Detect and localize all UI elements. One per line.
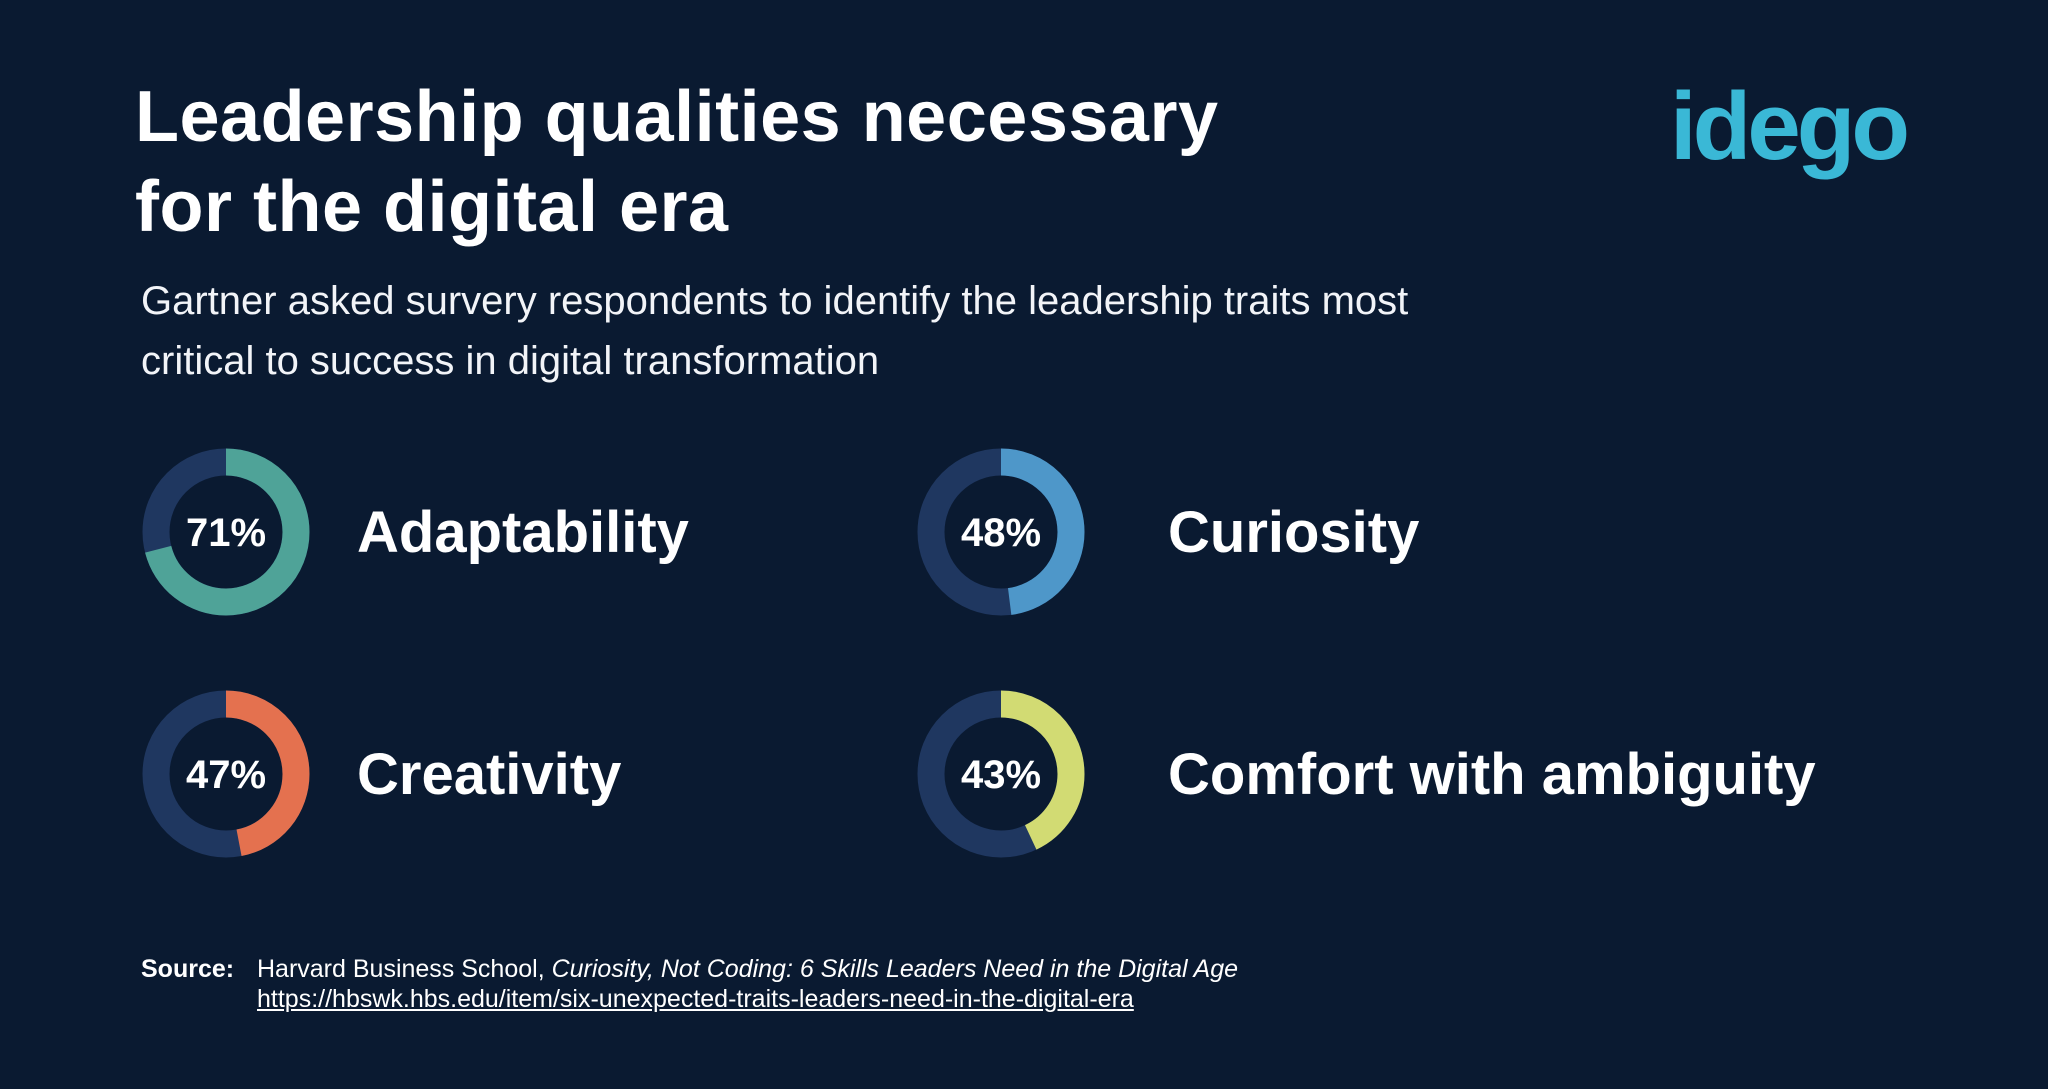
title-line-2: for the digital era [135, 167, 729, 247]
source-title: Curiosity, Not Coding: 6 Skills Leaders … [551, 955, 1239, 983]
idego-logo: idego [1670, 73, 1910, 180]
source-note: Source: Harvard Business School, Curiosit… [141, 954, 1238, 1014]
title-line-1: Leadership qualities necessary [135, 77, 1219, 157]
subtitle: Gartner asked survery respondents to ide… [141, 271, 1741, 391]
page-title: Leadership qualities necessary for the d… [135, 72, 1435, 252]
donut-arc-creativity [142, 690, 310, 858]
donut-comfort-with-ambiguity: 43% Comfort with ambiguity [917, 690, 1816, 858]
category-label-adaptability: Adaptability [357, 500, 689, 565]
donut-adaptability: 71% Adaptability [142, 448, 689, 616]
donut-creativity: 47% Creativity [142, 690, 621, 858]
category-label-curiosity: Curiosity [1168, 500, 1419, 565]
source-url-link[interactable]: https://hbswk.hbs.edu/item/six-unexpecte… [257, 985, 1134, 1013]
category-label-comfort-with-ambiguity: Comfort with ambiguity [1168, 742, 1816, 807]
donut-arc-adaptability [142, 448, 310, 616]
source-label: Source: [141, 955, 235, 983]
donut-arc-comfort-with-ambiguity [917, 690, 1085, 858]
value-label-comfort-with-ambiguity: 43% [961, 753, 1041, 797]
donut-curiosity: 48% Curiosity [917, 448, 1419, 616]
subtitle-line-2: critical to success in digital transform… [141, 339, 880, 383]
category-label-creativity: Creativity [357, 742, 621, 807]
donut-arc-curiosity [917, 448, 1085, 616]
value-label-adaptability: 71% [186, 511, 266, 555]
value-label-creativity: 47% [186, 753, 266, 797]
source-publisher: Harvard Business School, [257, 955, 552, 983]
subtitle-line-1: Gartner asked survery respondents to ide… [141, 279, 1409, 323]
value-label-curiosity: 48% [961, 511, 1041, 555]
